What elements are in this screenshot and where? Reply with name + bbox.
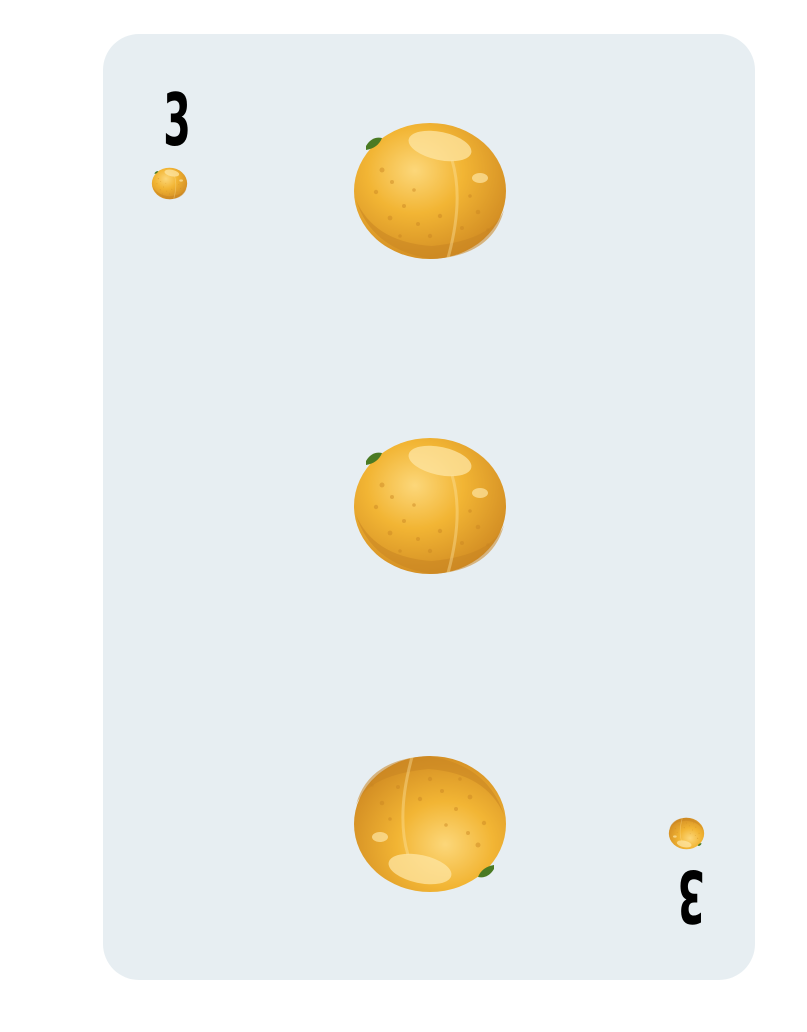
playing-card: 3 3 — [103, 34, 755, 980]
orange-fruit-icon — [352, 753, 508, 895]
orange-fruit-icon — [352, 120, 508, 262]
rank-label-bottom: 3 — [677, 854, 705, 938]
rank-label-top: 3 — [163, 78, 191, 162]
orange-fruit-icon — [668, 817, 705, 850]
orange-fruit-icon — [151, 167, 188, 200]
orange-fruit-icon — [352, 435, 508, 577]
